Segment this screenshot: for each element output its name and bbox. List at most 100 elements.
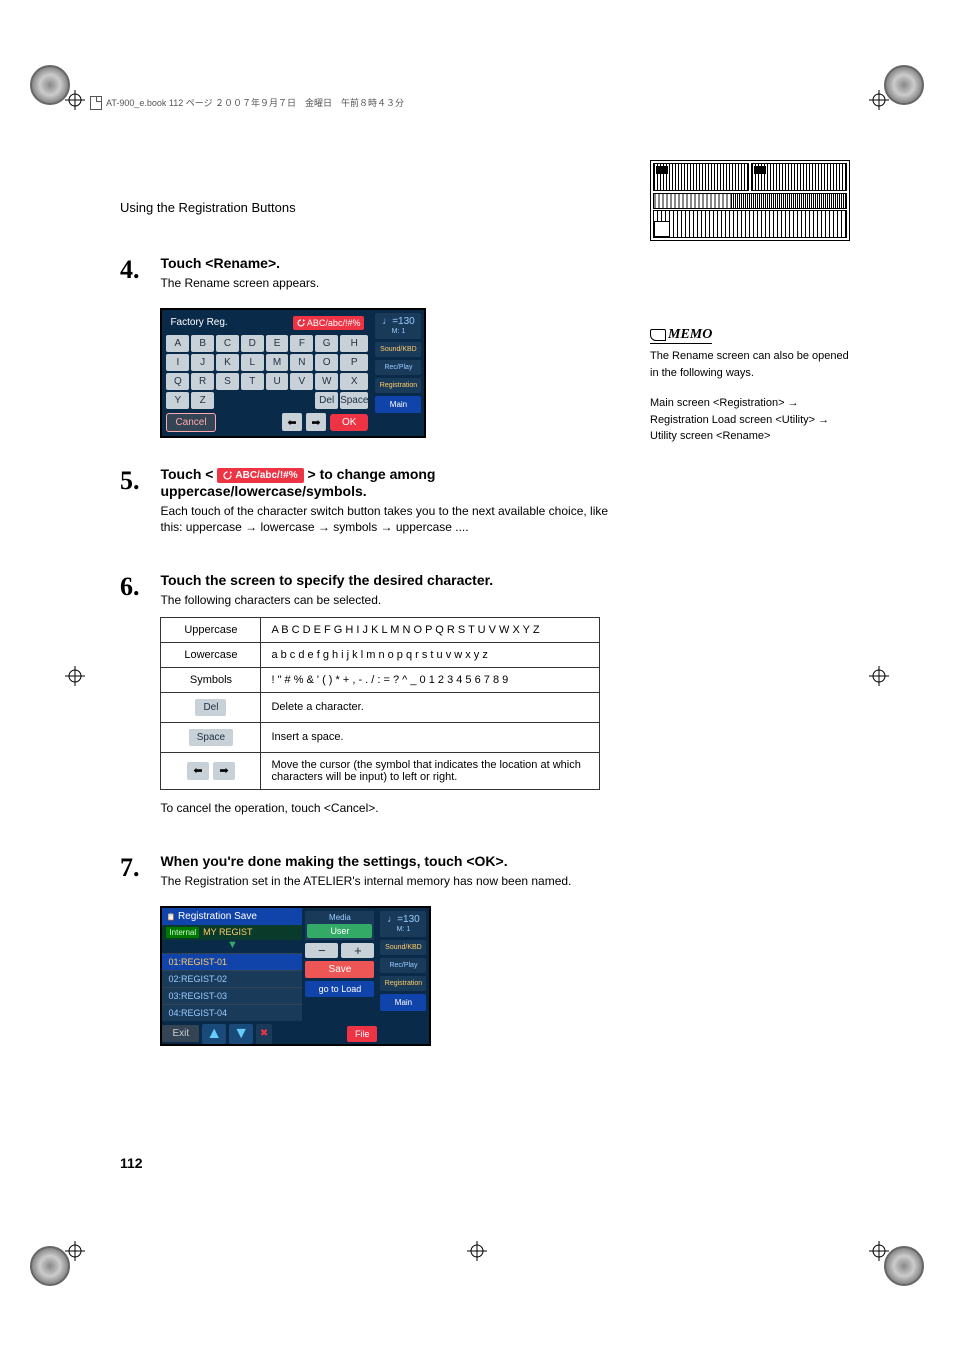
cancel-button[interactable]: Cancel [166,413,215,432]
char-switch-badge: ABC/abc/!#% [217,468,303,483]
step-number: 6. [120,572,156,602]
key-z[interactable]: Z [191,392,214,409]
exit-button[interactable]: Exit [162,1025,199,1042]
delete-file-button[interactable]: ✖ [256,1024,272,1044]
go-to-load-button[interactable]: go to Load [305,981,374,997]
crop-mark-icon [467,1241,487,1261]
binder-hole [884,65,924,105]
key-l[interactable]: L [241,354,264,371]
right-arrow-icon: ➡ [213,762,235,780]
minus-button[interactable]: − [305,943,338,958]
memo-text-1: The Rename screen can also be opened in … [650,348,850,381]
scroll-up-button[interactable]: ▲ [202,1024,226,1044]
rec-play-button[interactable]: Rec/Play [375,360,421,375]
row-label: Uppercase [161,617,261,642]
table-row: Del Delete a character. [161,692,600,722]
key-o[interactable]: O [315,354,338,371]
key-n[interactable]: N [290,354,313,371]
file-row[interactable]: 03:REGIST-03 [162,987,302,1004]
key-e[interactable]: E [266,335,289,352]
step-title: Touch the screen to specify the desired … [160,572,620,588]
keyboard-diagram [650,160,850,241]
file-row[interactable]: 01:REGIST-01 [162,953,302,970]
step-title: Touch <Rename>. [160,255,620,271]
step-text: Each touch of the character switch butto… [160,503,620,537]
step-title: When you're done making the settings, to… [160,853,620,869]
key-k[interactable]: K [216,354,239,371]
key-m[interactable]: M [266,354,289,371]
key-x[interactable]: X [340,373,368,390]
memo-label: MEMO [668,327,712,342]
key-u[interactable]: U [266,373,289,390]
file-row[interactable]: 02:REGIST-02 [162,970,302,987]
rename-screen: Factory Reg. ABC/abc/!#% ABCDEFGHIJKLMNO… [160,308,426,438]
key-j[interactable]: J [191,354,214,371]
key-t[interactable]: T [241,373,264,390]
sound-kbd-button[interactable]: Sound/KBD [380,940,426,955]
del-key[interactable]: Del [315,392,338,409]
main-button[interactable]: Main [380,994,426,1011]
sound-kbd-button[interactable]: Sound/KBD [375,342,421,357]
rename-title: Factory Reg. [170,317,227,328]
ok-button[interactable]: OK [330,414,368,431]
step-number: 5. [120,466,156,496]
space-key-icon: Space [189,729,233,746]
char-switch-button[interactable]: ABC/abc/!#% [293,316,365,330]
step-7: 7. When you're done making the settings,… [120,853,630,1046]
key-p[interactable]: P [340,354,368,371]
tempo-measure: M: 1 [392,328,406,335]
tempo-value: ♩=130 [382,317,415,327]
table-row: Lowercase a b c d e f g h i j k l m n o … [161,642,600,667]
key-v[interactable]: V [290,373,313,390]
scroll-down-button[interactable]: ▼ [229,1024,253,1044]
step-4: 4. Touch <Rename>. The Rename screen app… [120,255,630,438]
crop-mark-icon [65,90,85,110]
key-q[interactable]: Q [166,373,189,390]
character-table: Uppercase A B C D E F G H I J K L M N O … [160,617,600,790]
key-a[interactable]: A [166,335,189,352]
key-c[interactable]: C [216,335,239,352]
memo-text-2: Main screen <Registration> → Registratio… [650,395,850,445]
crop-mark-icon [869,90,889,110]
registration-button[interactable]: Registration [380,976,426,991]
cycle-icon [297,319,305,327]
save-header: 📋 Registration Save [162,908,302,925]
registration-button[interactable]: Registration [375,378,421,393]
key-s[interactable]: S [216,373,239,390]
save-button[interactable]: Save [305,961,374,978]
main-button[interactable]: Main [375,396,421,413]
cursor-left-button[interactable]: ⬅ [282,413,302,431]
step-text: The following characters can be selected… [160,592,620,609]
char-switch-badge-label: ABC/abc/!#% [235,470,297,481]
binder-hole [884,1246,924,1286]
rec-play-button[interactable]: Rec/Play [380,958,426,973]
del-key-icon: Del [195,699,226,716]
key-b[interactable]: B [191,335,214,352]
key-y[interactable]: Y [166,392,189,409]
key-g[interactable]: G [315,335,338,352]
binder-hole [30,65,70,105]
crop-mark-icon [65,666,85,686]
space-key[interactable]: Space [340,392,368,409]
table-row: Uppercase A B C D E F G H I J K L M N O … [161,617,600,642]
save-header-label: Registration Save [178,911,257,922]
arrow-key-cell: ⬅ ➡ [161,752,261,789]
internal-chip: Internal [166,927,199,938]
crop-mark-icon [869,1241,889,1261]
key-w[interactable]: W [315,373,338,390]
plus-button[interactable]: + [341,943,374,958]
user-button[interactable]: User [307,924,372,938]
tempo-display: ♩=130 M: 1 [375,313,421,339]
key-i[interactable]: I [166,354,189,371]
step-text: The Rename screen appears. [160,275,620,292]
cursor-right-button[interactable]: ➡ [306,413,326,431]
char-switch-label: ABC/abc/!#% [307,318,361,328]
file-button[interactable]: File [347,1026,378,1042]
key-d[interactable]: D [241,335,264,352]
file-row[interactable]: 04:REGIST-04 [162,1004,302,1021]
key-r[interactable]: R [191,373,214,390]
key-f[interactable]: F [290,335,313,352]
left-arrow-icon: ⬅ [187,762,209,780]
crop-mark-icon [65,1241,85,1261]
key-h[interactable]: H [340,335,368,352]
